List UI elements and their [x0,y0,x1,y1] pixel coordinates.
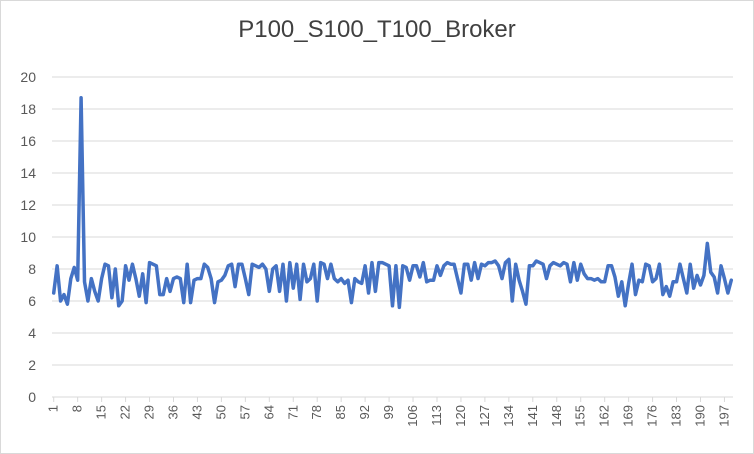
y-tick-label: 16 [20,133,36,149]
y-tick-label: 20 [20,69,36,85]
y-tick-label: 8 [28,261,36,277]
x-tick-label: 29 [142,405,157,419]
x-tick-label: 155 [573,405,588,427]
y-tick-label: 18 [20,101,36,117]
x-tick-label: 8 [70,405,85,412]
x-tick-label: 78 [309,405,324,419]
x-tick-label: 141 [525,405,540,427]
x-tick-label: 162 [597,405,612,427]
x-tick-label: 176 [645,405,660,427]
x-tick-label: 169 [621,405,636,427]
x-tick-label: 148 [549,405,564,427]
y-tick-label: 14 [20,165,36,181]
x-tick-label: 134 [501,405,516,427]
y-tick-label: 12 [20,197,36,213]
x-tick-label: 99 [381,405,396,419]
x-tick-label: 15 [94,405,109,419]
x-tick-label: 197 [716,405,731,427]
x-tick-label: 85 [333,405,348,419]
x-tick-label: 22 [118,405,133,419]
x-tick-label: 43 [189,405,204,419]
series-group [51,96,734,310]
x-tick-label: 183 [669,405,684,427]
x-tick-label: 120 [453,405,468,427]
x-tick-label: 127 [477,405,492,427]
x-tick-label: 57 [237,405,252,419]
y-tick-label: 0 [28,389,36,405]
gridlines [52,76,733,366]
x-tick-label: 113 [429,405,444,426]
y-tick-label: 6 [28,293,36,309]
series-line [51,96,734,310]
x-tick-label: 71 [285,405,300,419]
x-tick-label: 1 [46,405,61,412]
y-tick-label: 2 [28,357,36,373]
x-tick-label: 36 [165,405,180,419]
y-tick-label: 10 [20,229,36,245]
y-tick-label: 4 [28,325,36,341]
x-tick-label: 50 [213,405,228,419]
y-axis-ticks: 0 2 4 6 8 10 12 14 16 18 20 [20,69,36,405]
x-tick-label: 190 [692,405,707,427]
chart-title: P100_S100_T100_Broker [238,16,516,43]
x-axis: 1 8 15 22 29 36 43 50 57 64 71 78 85 92 99 106 113 120 127… [46,396,733,427]
x-tick-label: 64 [261,405,276,419]
x-tick-label: 106 [405,405,420,427]
x-tick-label: 92 [357,405,372,419]
